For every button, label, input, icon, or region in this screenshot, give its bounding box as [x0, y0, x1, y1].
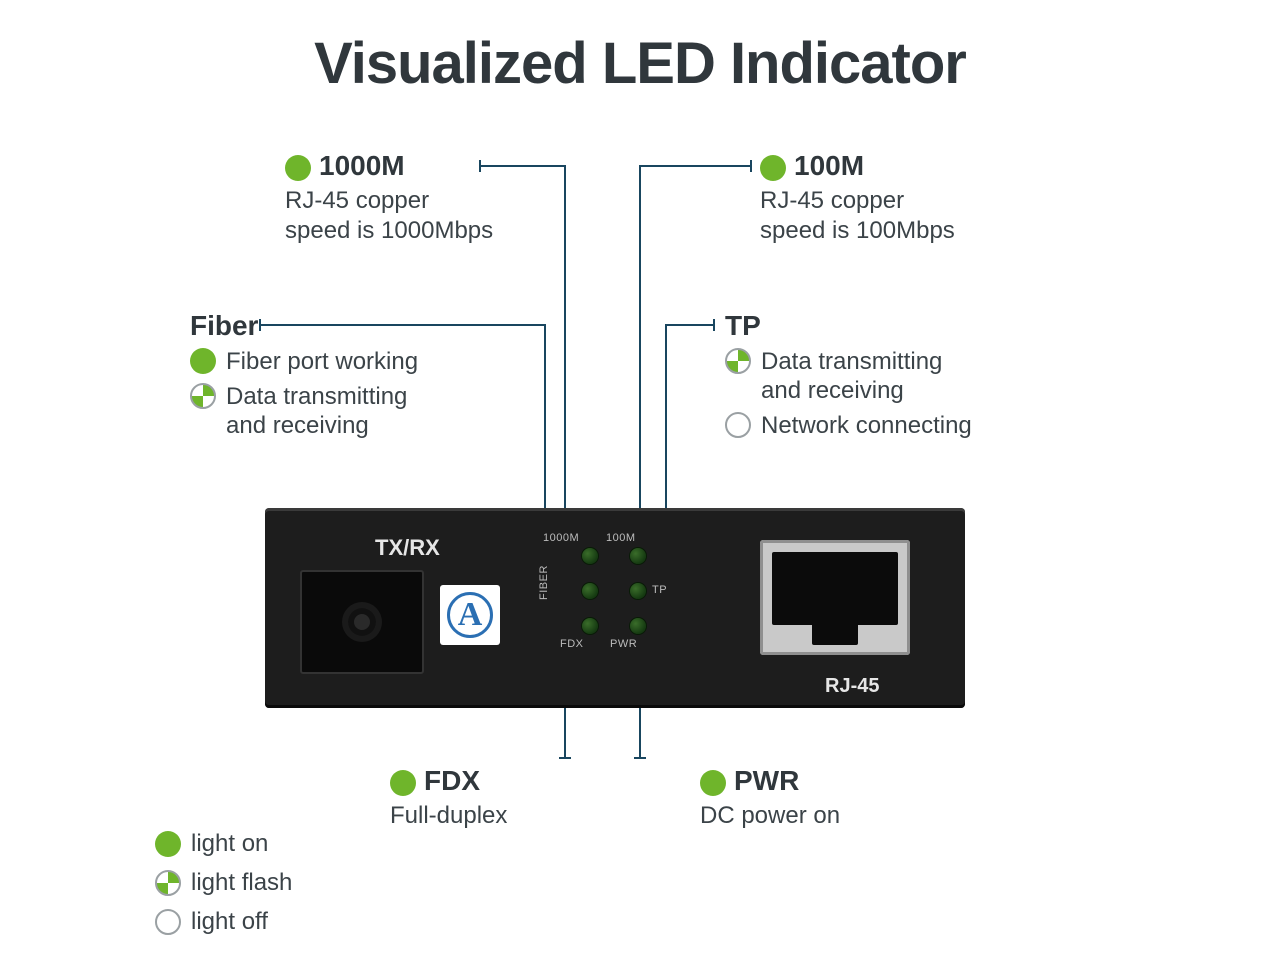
legend-on: light on — [191, 830, 268, 859]
led-on-icon — [155, 831, 181, 857]
device-ledlabel-fdx: FDX — [560, 638, 584, 650]
device-ledlabel-fiber: FIBER — [538, 565, 550, 600]
legend-off: light off — [191, 908, 268, 937]
device-led — [630, 583, 646, 599]
callout-fiber: Fiber Fiber port working Data transmitti… — [190, 310, 418, 440]
device-sticker: A — [440, 585, 500, 645]
device-led — [630, 618, 646, 634]
device-ledlabel-pwr: PWR — [610, 638, 637, 650]
callout-pwr: PWR DC power on — [700, 765, 840, 831]
connector-lines — [0, 0, 1280, 960]
led-on-icon — [700, 770, 726, 796]
led-flash-icon — [155, 870, 181, 896]
device-led — [582, 583, 598, 599]
callout-fiber-row0: Fiber port working — [226, 348, 418, 377]
callout-100m: 100M RJ-45 copper speed is 100Mbps — [760, 150, 955, 246]
device-txrx-label: TX/RX — [375, 535, 440, 561]
callout-fdx: FDX Full-duplex — [390, 765, 507, 831]
led-on-icon — [390, 770, 416, 796]
callout-tp-row0: Data transmitting and receiving — [761, 348, 942, 406]
callout-100m-title: 100M — [794, 150, 864, 182]
callout-100m-sub: RJ-45 copper speed is 100Mbps — [760, 186, 955, 246]
callout-fdx-title: FDX — [424, 765, 480, 797]
legend-flash: light flash — [191, 869, 292, 898]
led-off-icon — [725, 412, 751, 438]
led-on-icon — [285, 155, 311, 181]
callout-pwr-title: PWR — [734, 765, 799, 797]
callout-pwr-sub: DC power on — [700, 801, 840, 831]
legend: light on light flash light off — [155, 820, 292, 936]
device-ledlabel-100m: 100M — [606, 532, 636, 544]
page-title: Visualized LED Indicator — [0, 30, 1280, 97]
callout-tp-title: TP — [725, 310, 972, 342]
device-ledlabel-tp: TP — [652, 584, 667, 596]
device-rj45-label: RJ-45 — [825, 675, 879, 698]
device-fiber-port — [300, 570, 424, 674]
device-rj45-port — [760, 540, 910, 655]
led-off-icon — [155, 909, 181, 935]
led-on-icon — [760, 155, 786, 181]
device-led — [630, 548, 646, 564]
callout-tp: TP Data transmitting and receiving Netwo… — [725, 310, 972, 440]
callout-1000m-sub: RJ-45 copper speed is 1000Mbps — [285, 186, 493, 246]
callout-fiber-title: Fiber — [190, 310, 418, 342]
callout-fiber-row1: Data transmitting and receiving — [226, 383, 407, 441]
device-led — [582, 618, 598, 634]
led-on-icon — [190, 348, 216, 374]
callout-tp-row1: Network connecting — [761, 412, 972, 441]
device-led — [582, 548, 598, 564]
callout-1000m-title: 1000M — [319, 150, 405, 182]
callout-1000m: 1000M RJ-45 copper speed is 1000Mbps — [285, 150, 493, 246]
device-sticker-letter: A — [447, 592, 493, 638]
device-ledlabel-1000m: 1000M — [543, 532, 579, 544]
led-flash-icon — [190, 383, 216, 409]
diagram-stage: Visualized LED Indicator 1000M RJ-45 cop… — [0, 0, 1280, 960]
led-flash-icon — [725, 348, 751, 374]
callout-fdx-sub: Full-duplex — [390, 801, 507, 831]
